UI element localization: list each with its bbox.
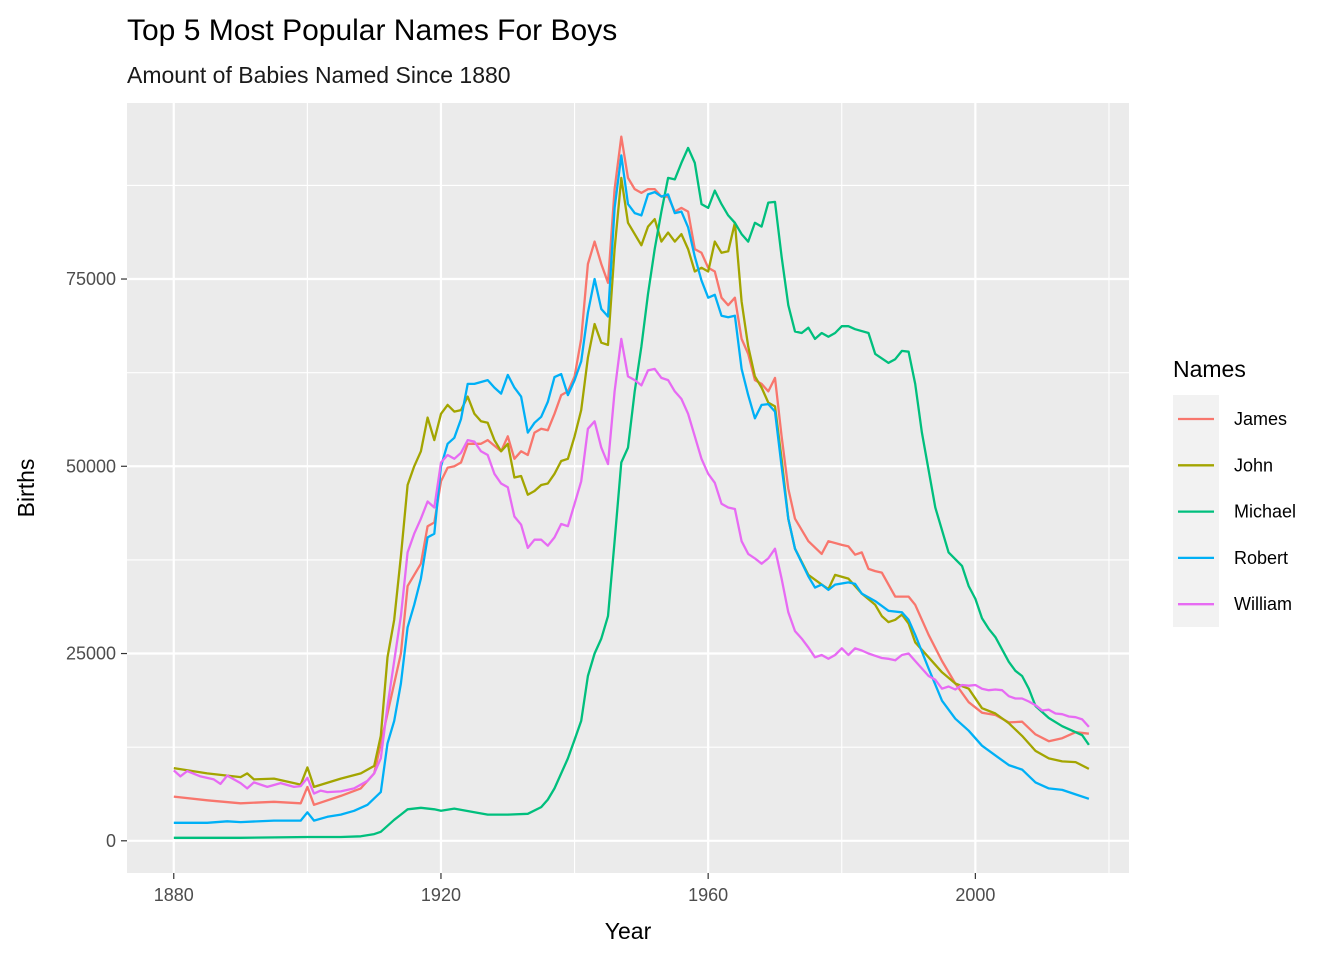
minor-gridlines — [127, 103, 1129, 873]
legend-label-robert: Robert — [1234, 548, 1288, 568]
legend-items: James John Michael Robert William — [1178, 409, 1296, 614]
legend: Names James John Michael Robert William — [1173, 356, 1296, 627]
legend-label-john: John — [1234, 455, 1273, 475]
legend-label-michael: Michael — [1234, 502, 1296, 522]
x-tick-label: 2000 — [955, 885, 995, 905]
y-tick-label: 50000 — [66, 456, 116, 476]
legend-title: Names — [1173, 356, 1246, 382]
axis-tick-labels: 1880 1920 1960 2000 0 25000 50000 75000 — [66, 269, 995, 905]
plot-panel — [127, 103, 1129, 873]
series-line-robert — [173, 154, 1090, 824]
series-line-john — [173, 176, 1090, 789]
y-tick-label: 0 — [106, 831, 116, 851]
series-lines — [173, 135, 1090, 839]
x-tick-label: 1880 — [154, 885, 194, 905]
x-tick-label: 1920 — [421, 885, 461, 905]
x-tick-label: 1960 — [688, 885, 728, 905]
legend-label-william: William — [1234, 594, 1292, 614]
axis-ticks — [121, 278, 976, 879]
y-tick-label: 75000 — [66, 269, 116, 289]
x-axis-title: Year — [605, 918, 652, 944]
chart-subtitle: Amount of Babies Named Since 1880 — [127, 62, 511, 88]
series-line-michael — [173, 146, 1090, 839]
y-tick-label: 25000 — [66, 644, 116, 664]
series-line-william — [173, 337, 1090, 795]
legend-label-james: James — [1234, 409, 1287, 429]
y-axis-title: Births — [13, 459, 39, 518]
chart-title: Top 5 Most Popular Names For Boys — [127, 14, 617, 47]
